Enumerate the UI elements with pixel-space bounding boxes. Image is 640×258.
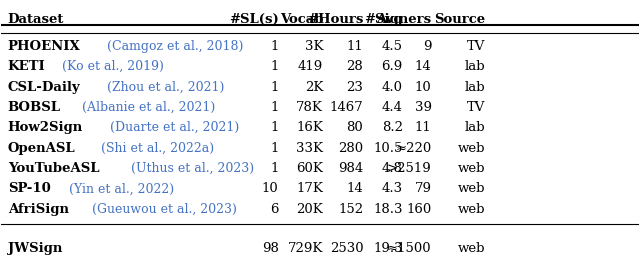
Text: 984: 984 <box>338 162 364 175</box>
Text: (Camgoz et al., 2018): (Camgoz et al., 2018) <box>103 40 243 53</box>
Text: 152: 152 <box>338 203 364 216</box>
Text: 17K: 17K <box>296 182 323 195</box>
Text: 280: 280 <box>338 142 364 155</box>
Text: web: web <box>458 162 486 175</box>
Text: (Duarte et al., 2021): (Duarte et al., 2021) <box>106 121 239 134</box>
Text: 14: 14 <box>347 182 364 195</box>
Text: SP-10: SP-10 <box>8 182 51 195</box>
Text: 10: 10 <box>262 182 278 195</box>
Text: 10.5: 10.5 <box>374 142 403 155</box>
Text: lab: lab <box>465 80 486 94</box>
Text: 19.3: 19.3 <box>373 242 403 255</box>
Text: 11: 11 <box>415 121 431 134</box>
Text: ≈220: ≈220 <box>396 142 431 155</box>
Text: ≈1500: ≈1500 <box>387 242 431 255</box>
Text: 6.9: 6.9 <box>381 60 403 73</box>
Text: BOBSL: BOBSL <box>8 101 61 114</box>
Text: web: web <box>458 142 486 155</box>
Text: lab: lab <box>465 121 486 134</box>
Text: 4.0: 4.0 <box>382 80 403 94</box>
Text: Source: Source <box>435 13 486 26</box>
Text: 1: 1 <box>270 80 278 94</box>
Text: (Gueuwou et al., 2023): (Gueuwou et al., 2023) <box>88 203 237 216</box>
Text: web: web <box>458 203 486 216</box>
Text: 60K: 60K <box>296 162 323 175</box>
Text: 419: 419 <box>298 60 323 73</box>
Text: (Ko et al., 2019): (Ko et al., 2019) <box>58 60 164 73</box>
Text: (Albanie et al., 2021): (Albanie et al., 2021) <box>78 101 215 114</box>
Text: Avg: Avg <box>376 13 403 26</box>
Text: How2Sign: How2Sign <box>8 121 83 134</box>
Text: 1: 1 <box>270 101 278 114</box>
Text: 39: 39 <box>415 101 431 114</box>
Text: 18.3: 18.3 <box>373 203 403 216</box>
Text: KETI: KETI <box>8 60 45 73</box>
Text: #Hours: #Hours <box>307 13 364 26</box>
Text: 80: 80 <box>347 121 364 134</box>
Text: TV: TV <box>467 40 486 53</box>
Text: TV: TV <box>467 101 486 114</box>
Text: 2530: 2530 <box>330 242 364 255</box>
Text: 729K: 729K <box>288 242 323 255</box>
Text: (Yin et al., 2022): (Yin et al., 2022) <box>65 182 173 195</box>
Text: 1: 1 <box>270 142 278 155</box>
Text: 78K: 78K <box>296 101 323 114</box>
Text: 23: 23 <box>346 80 364 94</box>
Text: CSL-Daily: CSL-Daily <box>8 80 81 94</box>
Text: (Zhou et al., 2021): (Zhou et al., 2021) <box>103 80 225 94</box>
Text: #SL(s): #SL(s) <box>229 13 278 26</box>
Text: 4.8: 4.8 <box>382 162 403 175</box>
Text: 4.5: 4.5 <box>382 40 403 53</box>
Text: (Uthus et al., 2023): (Uthus et al., 2023) <box>127 162 254 175</box>
Text: 33K: 33K <box>296 142 323 155</box>
Text: 20K: 20K <box>296 203 323 216</box>
Text: 1: 1 <box>270 162 278 175</box>
Text: Vocab: Vocab <box>280 13 323 26</box>
Text: lab: lab <box>465 60 486 73</box>
Text: (Shi et al., 2022a): (Shi et al., 2022a) <box>97 142 214 155</box>
Text: 79: 79 <box>415 182 431 195</box>
Text: web: web <box>458 242 486 255</box>
Text: OpenASL: OpenASL <box>8 142 76 155</box>
Text: JWSign: JWSign <box>8 242 62 255</box>
Text: 9: 9 <box>423 40 431 53</box>
Text: 8.2: 8.2 <box>382 121 403 134</box>
Text: 16K: 16K <box>296 121 323 134</box>
Text: 1: 1 <box>270 60 278 73</box>
Text: YouTubeASL: YouTubeASL <box>8 162 99 175</box>
Text: 11: 11 <box>347 40 364 53</box>
Text: PHOENIX: PHOENIX <box>8 40 81 53</box>
Text: 98: 98 <box>262 242 278 255</box>
Text: 6: 6 <box>270 203 278 216</box>
Text: 4.3: 4.3 <box>381 182 403 195</box>
Text: 1467: 1467 <box>330 101 364 114</box>
Text: 10: 10 <box>415 80 431 94</box>
Text: 28: 28 <box>347 60 364 73</box>
Text: #Signers: #Signers <box>364 13 431 26</box>
Text: >2519: >2519 <box>387 162 431 175</box>
Text: 4.4: 4.4 <box>382 101 403 114</box>
Text: AfriSign: AfriSign <box>8 203 68 216</box>
Text: 3K: 3K <box>305 40 323 53</box>
Text: 14: 14 <box>415 60 431 73</box>
Text: Dataset: Dataset <box>8 13 64 26</box>
Text: 1: 1 <box>270 40 278 53</box>
Text: 2K: 2K <box>305 80 323 94</box>
Text: 1: 1 <box>270 121 278 134</box>
Text: web: web <box>458 182 486 195</box>
Text: 160: 160 <box>406 203 431 216</box>
